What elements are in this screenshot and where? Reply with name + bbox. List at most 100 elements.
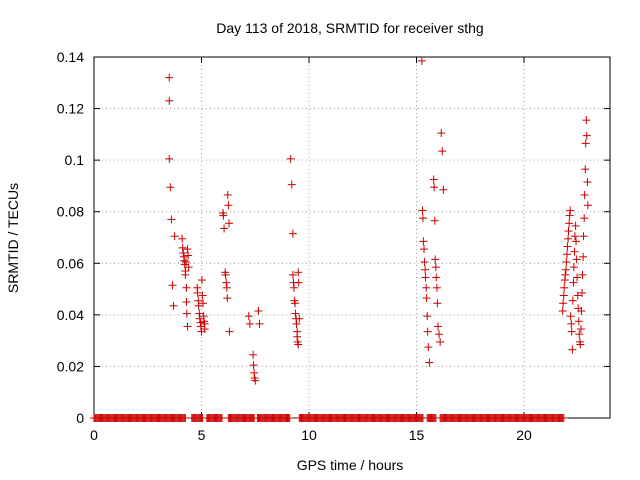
data-point [420,245,429,254]
data-point [295,314,304,323]
data-point [562,257,571,266]
data-point [439,185,448,194]
data-point [225,219,234,228]
data-point [430,183,439,192]
data-point [561,270,570,279]
data-point [245,319,254,328]
data-point [422,294,431,303]
data-point [165,73,174,82]
data-point [420,257,429,266]
data-point [225,327,234,336]
data-point [567,327,576,336]
data-point [249,350,258,359]
data-point [165,154,174,163]
y-tick-label: 0.14 [57,49,84,65]
data-point [435,330,444,339]
data-point [194,301,203,310]
data-point [438,147,447,156]
data-point [559,291,568,300]
data-point [286,154,295,163]
data-point [423,312,432,321]
data-points [90,56,592,422]
data-point [222,278,231,287]
data-point [561,265,570,274]
data-point [178,243,187,252]
data-point [184,263,193,272]
data-point [570,247,579,256]
data-point [437,129,446,138]
data-point [572,237,581,246]
data-point [563,242,572,251]
data-point [249,361,258,370]
data-point [178,234,187,243]
data-point [558,306,567,315]
axis-ticks: 0 5 10 15 20 0 0.02 0.04 0.06 0.08 0.1 0.12 0.14 [57,49,610,443]
data-point [559,414,568,422]
x-tick-label: 5 [198,427,206,443]
y-tick-label: 0 [76,410,84,426]
data-point [559,299,568,308]
data-point [566,206,575,215]
data-point [581,165,590,174]
data-point [577,306,586,315]
data-point [169,301,178,310]
data-point [288,270,297,279]
data-point [170,232,179,241]
chart-title: Day 113 of 2018, SRMTID for receiver sth… [216,20,483,36]
data-point [254,306,263,315]
data-point [182,283,191,292]
data-point [294,278,303,287]
data-point [432,283,441,292]
data-point [583,201,592,210]
data-point [563,250,571,259]
data-point [582,116,591,125]
data-point [251,376,260,385]
data-point [421,265,430,274]
data-point [220,224,229,233]
data-point [573,291,582,300]
data-point [288,229,297,238]
data-point [422,283,431,292]
data-point [167,215,176,224]
data-point [429,175,438,184]
y-tick-label: 0.08 [57,204,84,220]
data-point [570,232,579,241]
data-point [578,288,587,297]
data-point [199,299,208,308]
y-tick-label: 0.04 [57,307,84,323]
data-point [423,327,432,336]
data-point [574,317,583,326]
data-point [572,255,581,264]
data-point [184,251,193,260]
data-point [564,234,573,243]
data-point [289,283,298,292]
grid [94,57,610,418]
data-point [430,216,439,225]
data-point [568,345,577,354]
data-point [579,232,588,241]
y-tick-label: 0.1 [65,152,85,168]
data-point [580,214,589,223]
data-point [576,340,585,349]
data-point [569,263,578,272]
x-tick-label: 20 [516,427,532,443]
data-point [568,296,577,305]
data-point [583,178,592,187]
plot-frame [93,56,611,419]
data-point [421,273,430,282]
data-point [291,309,300,318]
data-point [582,131,591,140]
data-point [168,281,177,290]
data-point [576,325,585,334]
y-tick-label: 0.02 [57,358,84,374]
data-point [223,190,232,199]
x-tick-label: 0 [90,427,98,443]
data-point [222,283,231,292]
y-tick-label: 0.06 [57,255,84,271]
data-point [224,201,233,210]
data-point [287,180,296,189]
data-point [181,270,190,279]
data-point [255,319,264,328]
data-point [575,330,584,339]
